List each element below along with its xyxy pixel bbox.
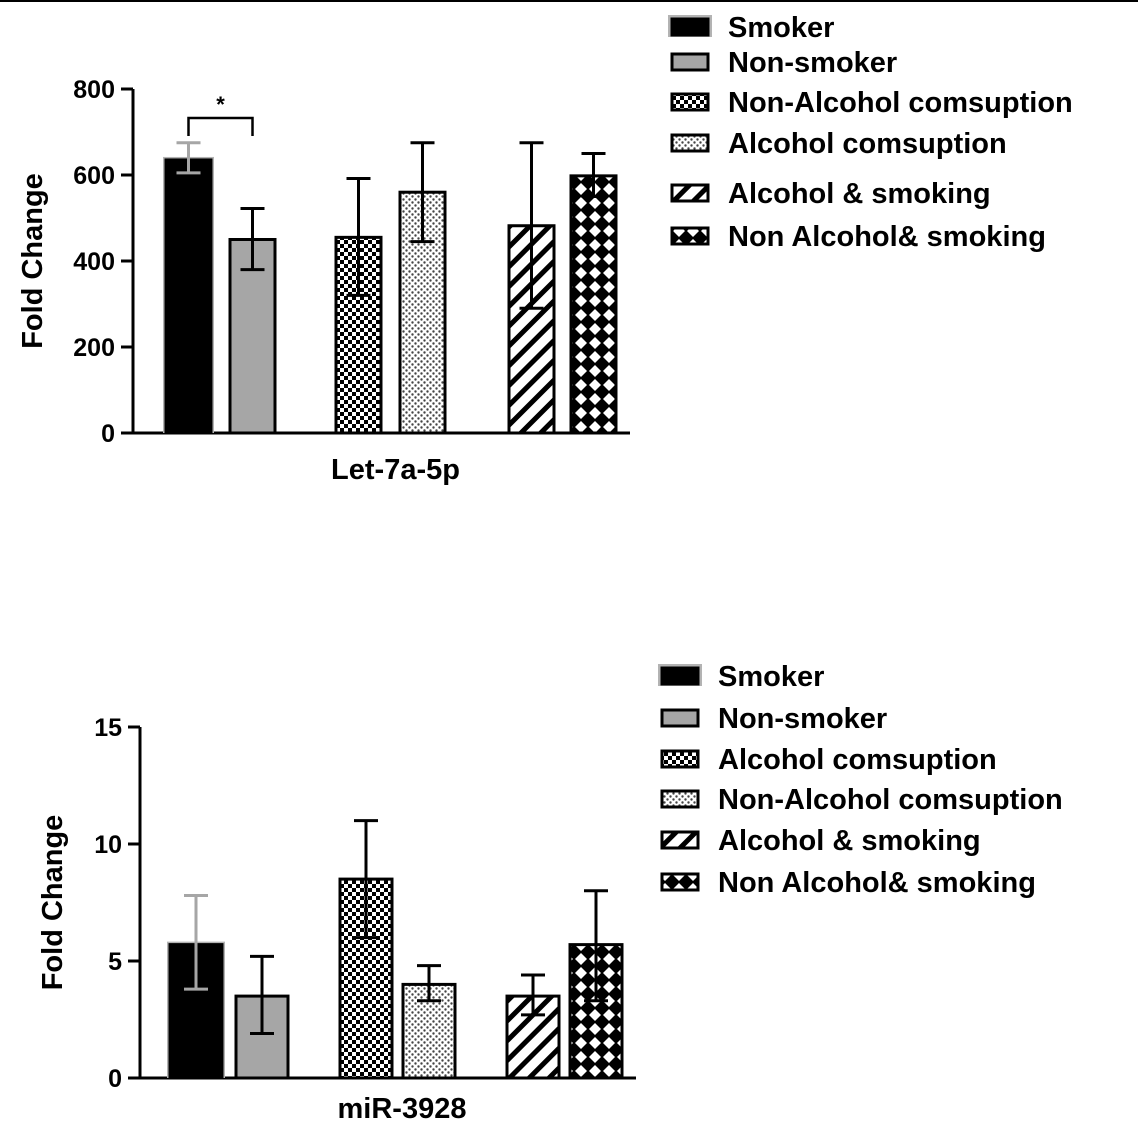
legend-label: Smoker	[718, 661, 824, 693]
legend-label: Smoker	[728, 12, 834, 44]
legend-label: Non Alcohol& smoking	[718, 867, 1036, 899]
legend-label: Non-Alcohol comsuption	[718, 784, 1063, 816]
legend-swatch	[670, 17, 710, 37]
legend-swatch	[660, 666, 700, 686]
legend-swatch	[660, 872, 700, 892]
legend-swatch	[660, 830, 700, 850]
legend-swatch	[670, 133, 710, 153]
legend-label: Alcohol & smoking	[728, 178, 991, 210]
legend-swatch	[670, 183, 710, 203]
legend-swatch	[670, 92, 710, 112]
y-tick-label: 5	[108, 948, 122, 976]
bar	[164, 158, 213, 435]
legend-label: Alcohol & smoking	[718, 825, 981, 857]
y-tick-label: 15	[94, 714, 122, 742]
legend-swatch	[670, 52, 710, 72]
significance-asterisk: *	[216, 92, 225, 117]
bar	[569, 174, 618, 435]
y-axis-title: Fold Change	[37, 815, 69, 991]
y-tick-label: 200	[73, 334, 115, 362]
y-tick-label: 400	[73, 248, 115, 276]
chart-2-group: 0 5 10 15 Fold Change miR-3928 Smoker Non-smoke…	[37, 661, 1063, 1125]
top-border-line	[0, 0, 1138, 2]
significance-bracket	[187, 116, 254, 136]
y-tick-label: 10	[94, 831, 122, 859]
legend-swatch	[660, 749, 700, 769]
y-axis-title: Fold Change	[17, 173, 49, 349]
chart-1-group: 0 200 400 600 800 Fold Change Let-7a-5p * Smoker…	[17, 12, 1073, 486]
bar	[228, 238, 277, 435]
x-axis-label: miR-3928	[338, 1093, 467, 1125]
x-axis-label: Let-7a-5p	[331, 454, 460, 486]
y-tick-label: 600	[73, 162, 115, 190]
y-tick-label: 800	[73, 76, 115, 104]
legend-swatch	[660, 789, 700, 809]
legend-label: Non-smoker	[718, 703, 887, 735]
legend-label: Alcohol comsuption	[718, 744, 997, 776]
legend-label: Non Alcohol& smoking	[728, 221, 1046, 253]
legend-label: Non-smoker	[728, 47, 897, 79]
legend-label: Non-Alcohol comsuption	[728, 87, 1073, 119]
legend-swatch	[670, 226, 710, 246]
legend-label: Alcohol comsuption	[728, 128, 1007, 160]
y-tick-label: 0	[101, 420, 115, 448]
legend-swatch	[660, 708, 700, 728]
y-tick-label: 0	[108, 1065, 122, 1093]
